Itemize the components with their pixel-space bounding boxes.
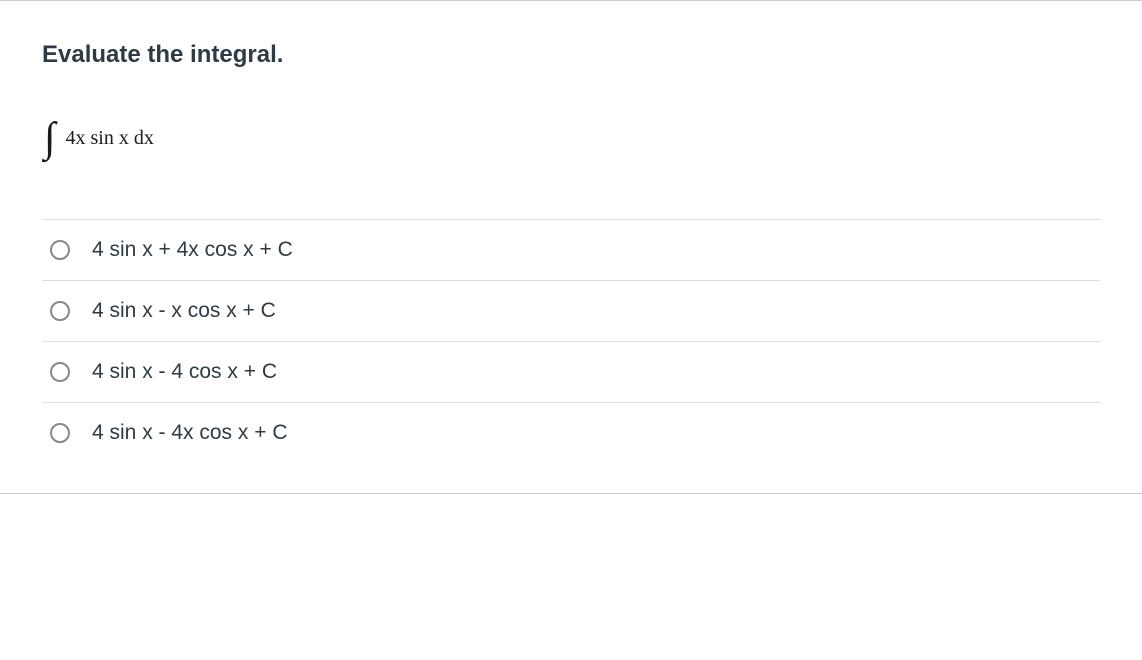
integral-expression: ∫ 4x sin x dx — [44, 117, 1100, 159]
option-row[interactable]: 4 sin x + 4x cos x + C — [42, 219, 1100, 280]
radio-button[interactable] — [50, 362, 70, 382]
option-label: 4 sin x - 4x cos x + C — [92, 421, 287, 445]
option-label: 4 sin x - 4 cos x + C — [92, 360, 277, 384]
radio-button[interactable] — [50, 301, 70, 321]
options-list: 4 sin x + 4x cos x + C 4 sin x - x cos x… — [42, 219, 1100, 463]
integral-body: 4x sin x dx — [66, 127, 154, 150]
option-row[interactable]: 4 sin x - x cos x + C — [42, 280, 1100, 341]
option-row[interactable]: 4 sin x - 4x cos x + C — [42, 402, 1100, 463]
radio-button[interactable] — [50, 423, 70, 443]
question-title: Evaluate the integral. — [42, 41, 1100, 69]
radio-button[interactable] — [50, 240, 70, 260]
option-label: 4 sin x - x cos x + C — [92, 299, 276, 323]
question-container: Evaluate the integral. ∫ 4x sin x dx 4 s… — [0, 1, 1142, 494]
integral-sign-icon: ∫ — [44, 117, 56, 159]
option-row[interactable]: 4 sin x - 4 cos x + C — [42, 341, 1100, 402]
option-label: 4 sin x + 4x cos x + C — [92, 238, 293, 262]
